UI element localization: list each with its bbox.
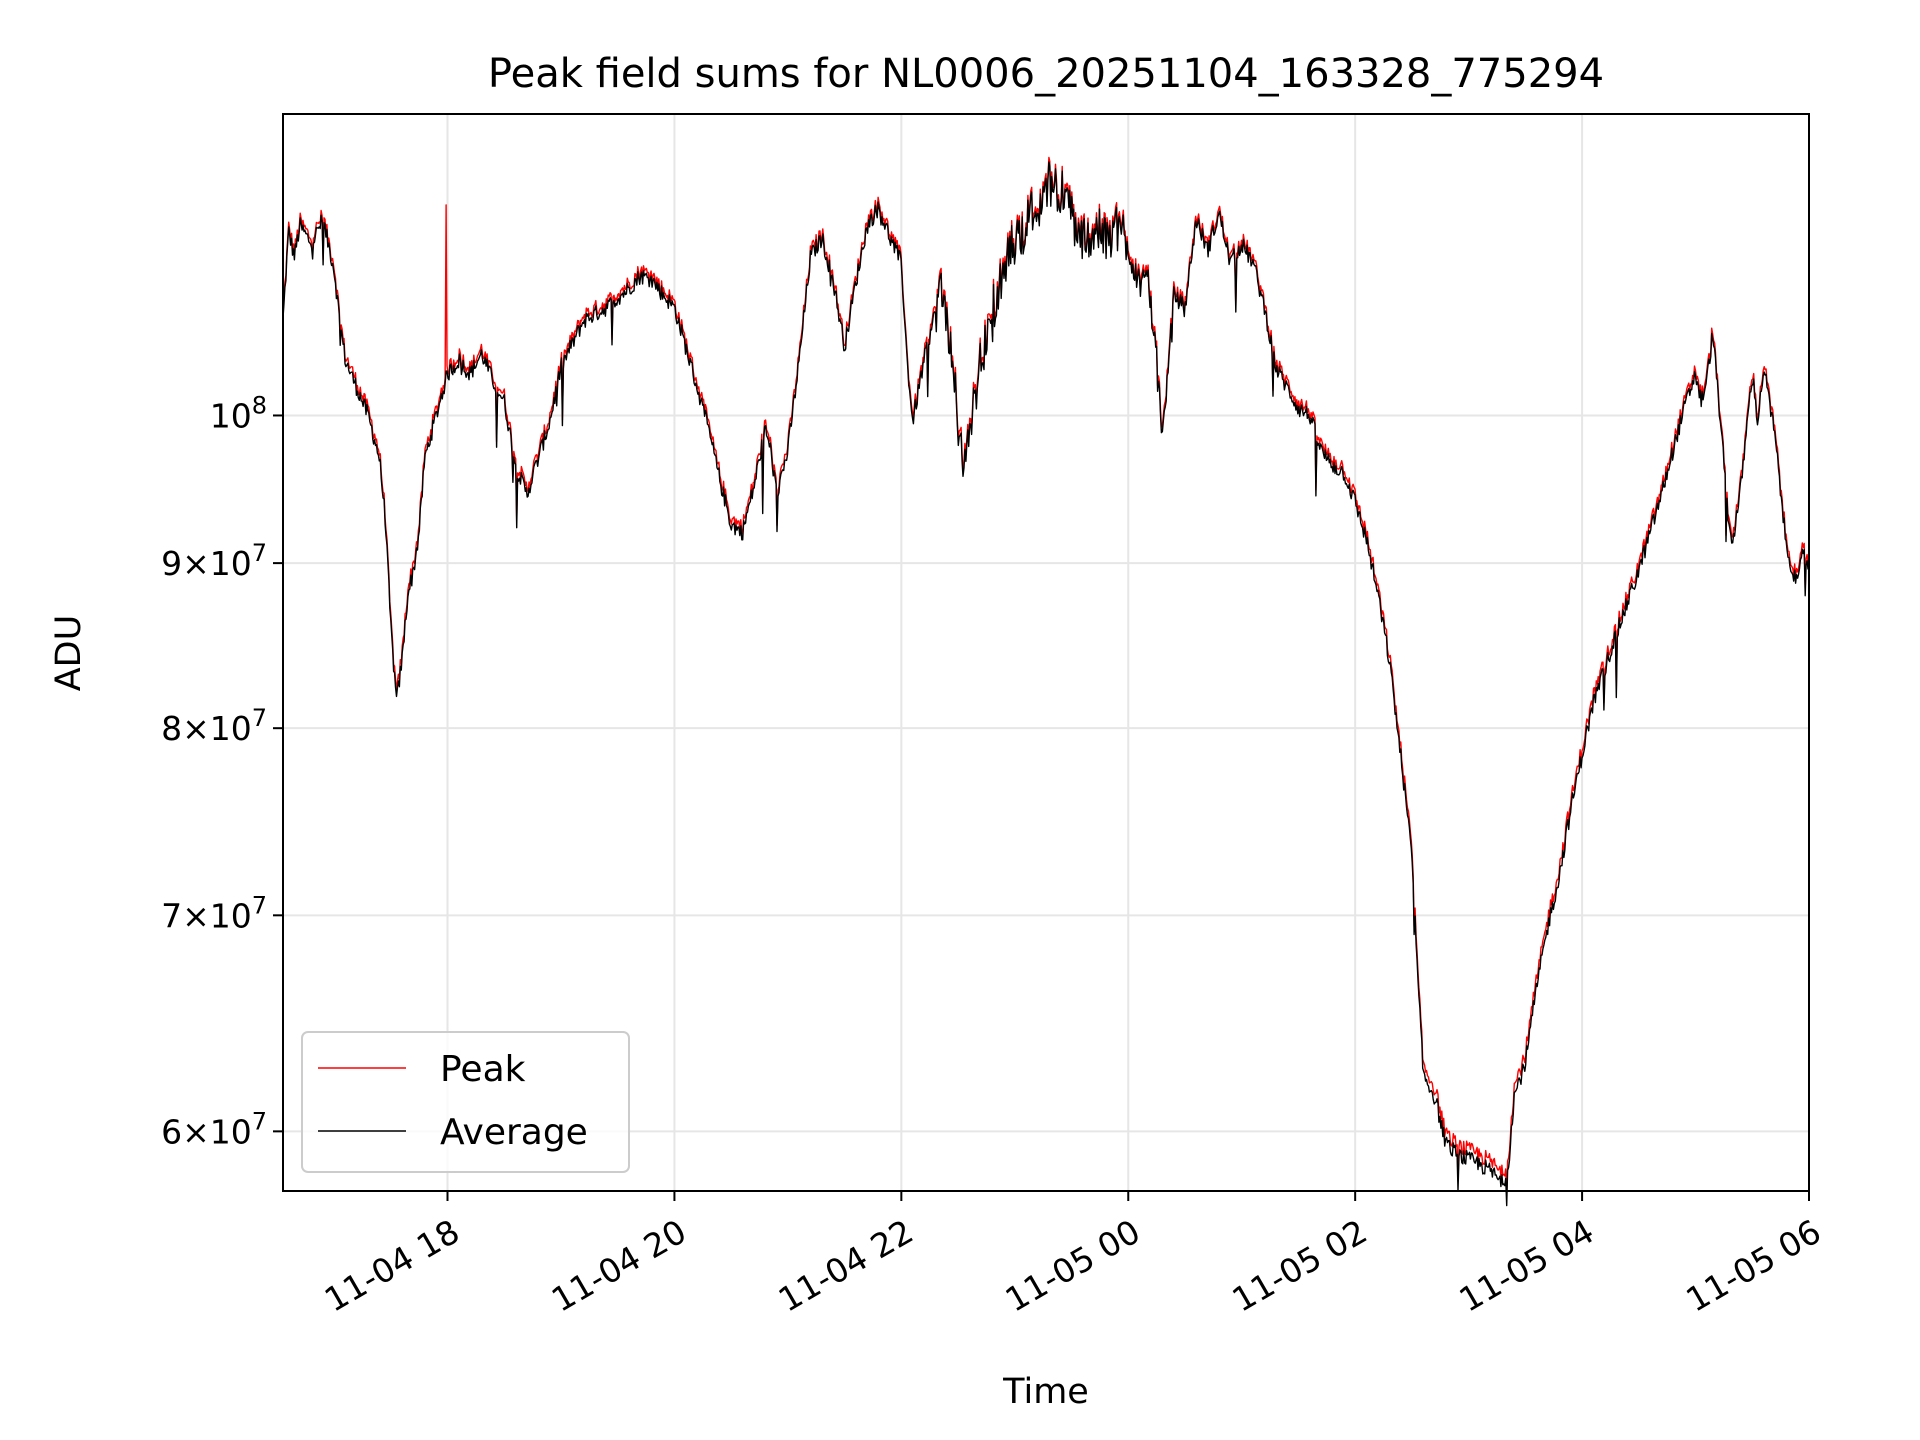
- y-tick-exponent: 7: [252, 704, 267, 732]
- y-tick-exponent: 8: [252, 391, 267, 419]
- y-tick-exponent: 7: [252, 1107, 267, 1135]
- y-tick-base: 7×10: [161, 896, 252, 935]
- legend-average-label: Average: [440, 1112, 588, 1153]
- y-tick-label: 8×107: [161, 704, 267, 748]
- plot-frame: [282, 113, 1810, 1192]
- y-tick-exponent: 7: [252, 539, 267, 567]
- y-tick-base: 9×10: [161, 544, 252, 583]
- chart-title: Peak field sums for NL0006_20251104_1633…: [488, 51, 1604, 97]
- legend: Peak Average: [301, 1031, 630, 1173]
- y-tick-base: 10: [210, 396, 252, 435]
- y-tick-exponent: 7: [252, 891, 267, 919]
- y-tick-base: 8×10: [161, 709, 252, 748]
- legend-peak-label: Peak: [440, 1049, 526, 1090]
- y-tick-label: 6×107: [161, 1107, 267, 1151]
- x-axis-label: Time: [1002, 1372, 1089, 1412]
- y-axis-label: ADU: [49, 615, 89, 692]
- y-tick-label: 108: [210, 391, 267, 435]
- y-tick-label: 9×107: [161, 539, 267, 583]
- series-line-peak: [282, 156, 1810, 1197]
- series-line-average: [282, 161, 1810, 1207]
- y-tick-label: 7×107: [161, 891, 267, 935]
- legend-box: [301, 1031, 630, 1173]
- gridlines: [283, 114, 1810, 1191]
- y-tick-base: 6×10: [161, 1112, 252, 1151]
- plot-area: [282, 156, 1810, 1207]
